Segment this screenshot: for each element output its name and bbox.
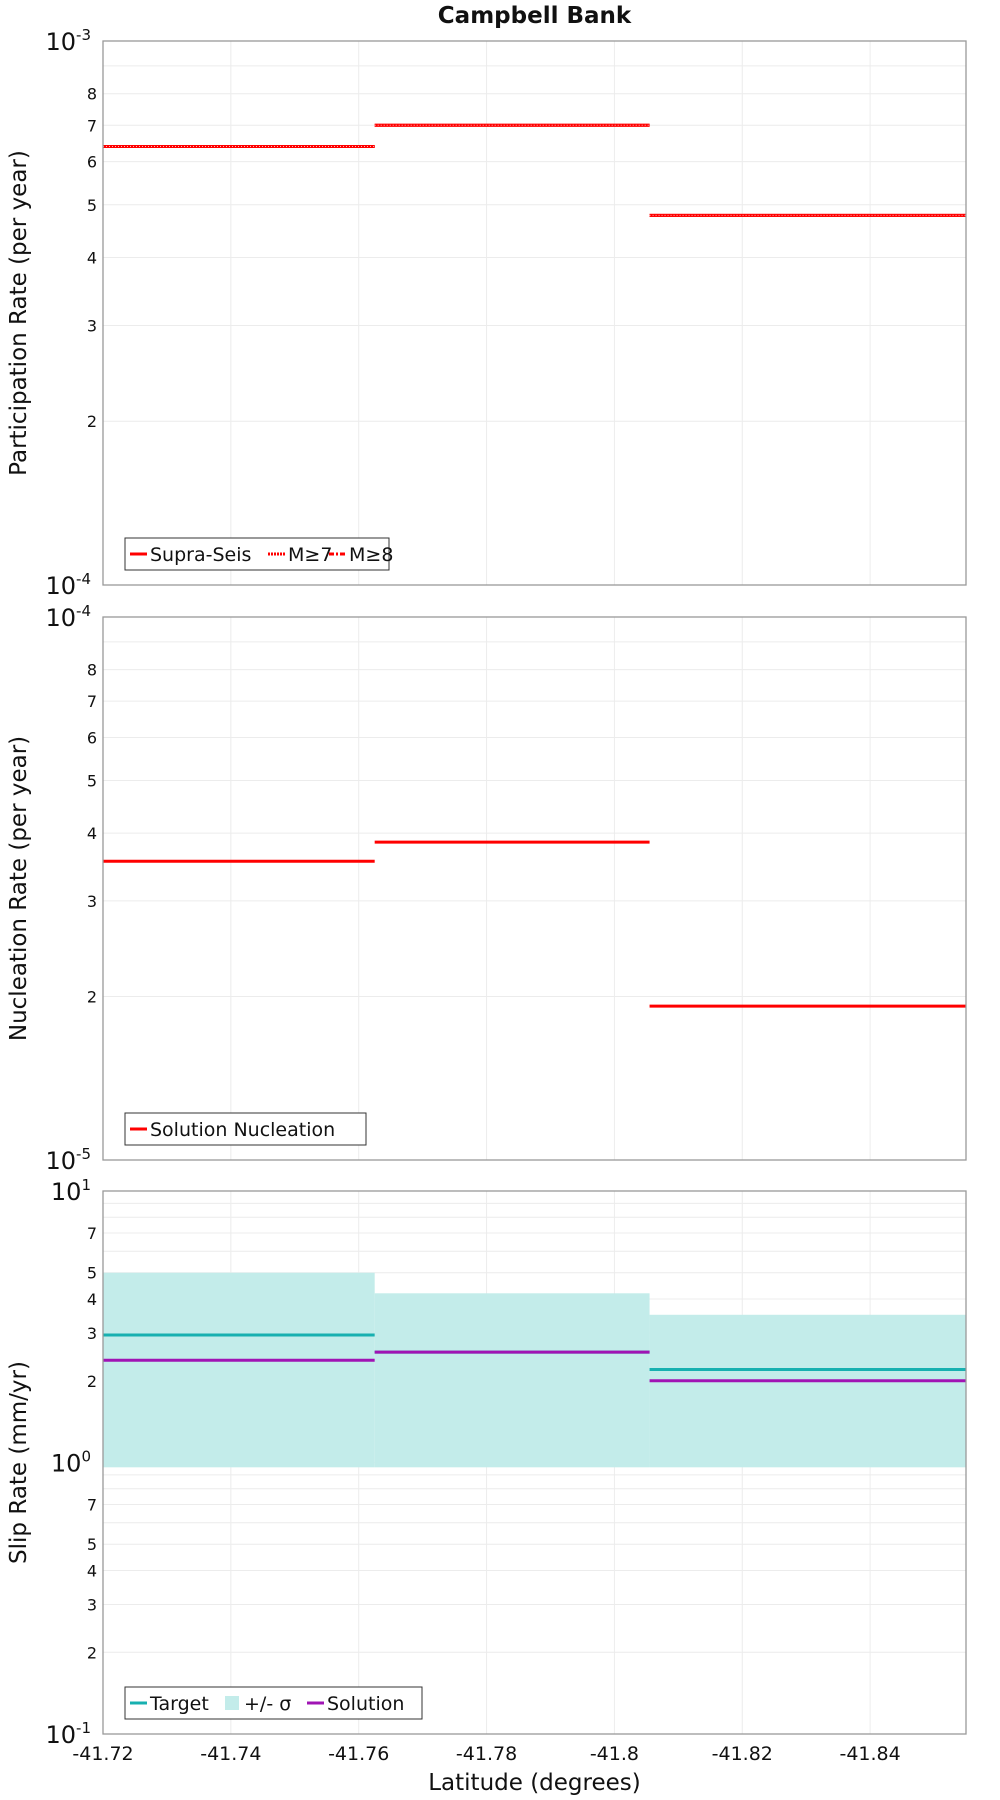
legend-label: M≥8 [349, 544, 393, 566]
y-tick-label: 4 [87, 1290, 97, 1309]
y-tick-label: 7 [87, 116, 97, 135]
y-decade-label: 10-1 [45, 1719, 91, 1749]
y-tick-label: 2 [87, 1643, 97, 1662]
y-tick-label: 2 [87, 412, 97, 431]
sigma-band-segment [374, 1293, 650, 1468]
legend: Solution Nucleation [124, 1112, 367, 1146]
legend-swatch-band [225, 1696, 239, 1710]
y-tick-label: 7 [87, 1496, 97, 1515]
y-tick-label: 6 [87, 728, 97, 747]
y-tick-label: 5 [87, 1264, 97, 1283]
y-axis-label: Participation Rate (per year) [6, 150, 32, 476]
panel-slip: 7 5 4 3 2 7 5 4 3 2 Slip Rate (mm/yr) Target +/- σ So… [6, 1190, 967, 1735]
y-tick-label: 3 [87, 316, 97, 335]
legend: Target +/- σ Solution [124, 1686, 423, 1720]
y-tick-label: 4 [87, 824, 97, 843]
sigma-band-segment [103, 1272, 375, 1468]
x-tick-label: -41.72 [72, 1743, 133, 1765]
legend-label: M≥7 [288, 544, 332, 566]
y-tick-label: 5 [87, 771, 97, 790]
chart-title: Campbell Bank [438, 3, 632, 29]
y-tick-label: 2 [87, 988, 97, 1007]
x-axis-label: Latitude (degrees) [428, 1770, 641, 1796]
legend-label: Target [149, 1693, 209, 1715]
plot-frame [102, 1190, 967, 1735]
y-tick-label: 8 [87, 661, 97, 680]
sigma-band-segment [649, 1314, 966, 1468]
x-tick-label: -41.74 [200, 1743, 261, 1765]
legend-box [124, 1112, 367, 1146]
y-tick-label: 7 [87, 692, 97, 711]
x-tick-label: -41.78 [456, 1743, 517, 1765]
x-tick-label: -41.82 [712, 1743, 773, 1765]
legend-label: Solution [327, 1693, 404, 1715]
x-tick-label: -41.8 [590, 1743, 639, 1765]
y-decade-label: 10-3 [45, 26, 91, 56]
plot-frame [102, 40, 967, 586]
y-decade-label: 101 [51, 1176, 91, 1206]
y-decade-label: 10-4 [45, 570, 91, 600]
y-tick-label: 3 [87, 1595, 97, 1614]
y-tick-label: 7 [87, 1224, 97, 1243]
x-tick-label: -41.76 [328, 1743, 389, 1765]
y-tick-label: 8 [87, 85, 97, 104]
y-decade-label: 10-4 [45, 602, 91, 632]
legend: Supra-Seis M≥7 M≥8 [124, 537, 393, 571]
legend-label: +/- σ [244, 1693, 291, 1715]
x-tick-label: -41.84 [839, 1743, 900, 1765]
y-tick-label: 4 [87, 248, 97, 267]
y-tick-label: 5 [87, 1535, 97, 1554]
y-axis-label: Slip Rate (mm/yr) [6, 1361, 32, 1564]
legend-label: Solution Nucleation [150, 1119, 335, 1141]
panel-participation: 8 7 6 5 4 3 2 Participation Rate (per year) Supr… [6, 40, 967, 586]
y-tick-label: 5 [87, 196, 97, 215]
y-tick-label: 3 [87, 1324, 97, 1343]
y-axis-label: Nucleation Rate (per year) [6, 736, 32, 1041]
y-tick-label: 3 [87, 892, 97, 911]
plot-frame [102, 616, 967, 1161]
panel-nucleation: 8 7 6 5 4 3 2 Nucleation Rate (per year) Solutio… [6, 616, 967, 1161]
y-tick-label: 2 [87, 1372, 97, 1391]
y-decade-label: 10-5 [45, 1145, 91, 1175]
legend-box [124, 1686, 423, 1720]
y-tick-label: 6 [87, 153, 97, 172]
y-tick-label: 4 [87, 1562, 97, 1581]
legend-label: Supra-Seis [150, 544, 251, 566]
y-decade-label: 100 [51, 1448, 91, 1478]
